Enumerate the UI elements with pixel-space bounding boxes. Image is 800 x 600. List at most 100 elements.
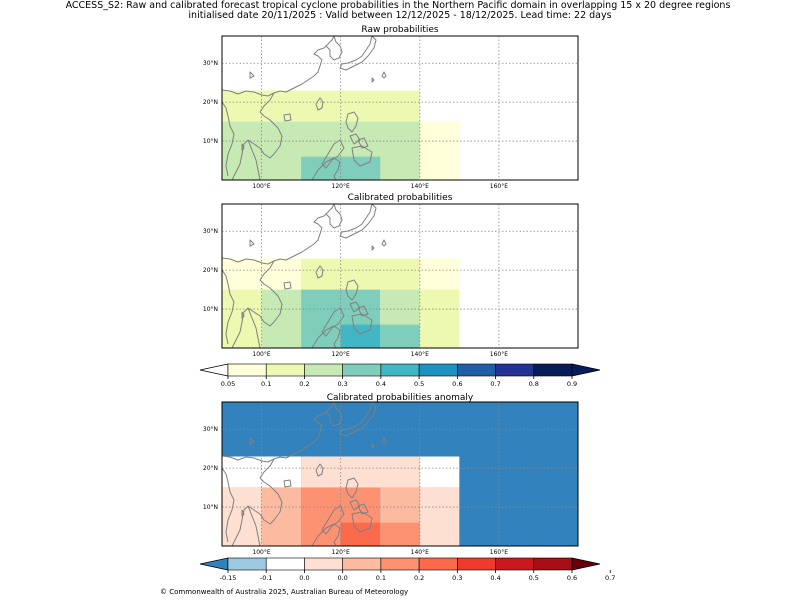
colorbar-segment	[265, 557, 305, 571]
colorbar-segment	[457, 557, 496, 571]
colorbar-segment	[342, 557, 382, 571]
colorbar-segment	[227, 363, 267, 377]
colorbar-tick-label: 0.6	[567, 574, 577, 582]
panel-raw-probabilities: Raw probabilities 100°E 120°E 140°E 160°E10…	[203, 25, 579, 190]
probability-cell	[301, 456, 420, 488]
probability-cell	[222, 487, 262, 546]
probability-cell	[301, 258, 420, 290]
axis-labels-raw: 100°E 120°E 140°E 160°E 10°N 20°N 30°N	[203, 60, 508, 190]
colorbar-tick-label: 0.2	[299, 380, 309, 388]
map-raw: 100°E 120°E 140°E 160°E 10°N 20°N 30°N	[203, 35, 579, 190]
probability-cell	[419, 456, 460, 488]
colorbar-segment	[304, 363, 343, 377]
colorbar-segment	[380, 363, 420, 377]
colorbar-under-arrow	[199, 363, 229, 377]
probability-cell	[380, 324, 420, 348]
colorbar-segment	[380, 557, 420, 571]
probability-cell	[340, 522, 381, 546]
colorbar-segment	[227, 557, 267, 571]
figure-title-line-2: initialised date 20/11/2025 : Valid betw…	[188, 10, 611, 21]
x-tick-label: 120°E	[332, 183, 350, 190]
x-tick-label: 160°E	[490, 549, 508, 556]
colorbar-segment	[265, 363, 305, 377]
x-tick-label: 160°E	[490, 351, 508, 358]
colorbar-tick-label: 0.7	[490, 380, 500, 388]
colorbar-tick-label: 0.6	[452, 380, 462, 388]
map-frame-calibrated	[221, 203, 579, 349]
x-tick-label: 100°E	[252, 183, 270, 190]
x-tick-label: 140°E	[411, 549, 429, 556]
colorbar-over-arrow	[571, 557, 601, 571]
x-tick-label: 100°E	[252, 351, 270, 358]
colorbar-tick-label: 0.05	[221, 380, 235, 388]
colorbar-tick-label: 0.1	[261, 380, 271, 388]
colorbar-tick-label: 0.8	[529, 380, 539, 388]
panel-title-anomaly: Calibrated probabilities anomaly	[327, 393, 474, 403]
colorbar-probability: 0.05 0.1 0.2 0.3 0.4 0.5 0.6 0.7 0.8 0.9	[199, 363, 601, 388]
probability-cell	[340, 324, 381, 348]
x-tick-label: 100°E	[252, 549, 270, 556]
graticule-calibrated	[222, 204, 578, 348]
colorbar-tick-label: 0.3	[337, 380, 347, 388]
map-calibrated: 100°E 120°E 140°E 160°E 10°N 20°N 30°N	[203, 203, 579, 358]
map-anomaly: 100°E 120°E 140°E 160°E 10°N 20°N 30°N	[203, 401, 579, 556]
colorbar-tick-label: 0.1	[376, 574, 386, 582]
y-tick-label: 20°N	[203, 267, 218, 274]
colorbar-segment	[533, 557, 573, 571]
colorbar-tick-label: 0.5	[414, 380, 424, 388]
map-frame-raw	[221, 35, 579, 181]
colorbar-segment	[418, 557, 458, 571]
x-tick-label: 120°E	[332, 549, 350, 556]
y-tick-label: 20°N	[203, 465, 218, 472]
panel-title-raw: Raw probabilities	[361, 25, 439, 35]
colorbar-anomaly: -0.15 -0.1 0.0 0.0 0.1 0.2 0.3 0.4 0.5 0.6 0.7	[199, 557, 615, 582]
probability-cell	[380, 522, 420, 546]
y-tick-label: 10°N	[203, 306, 218, 313]
probability-cell	[419, 121, 460, 180]
graticule-anomaly	[222, 402, 578, 546]
colorbar-segment	[495, 363, 535, 377]
colorbar-tick-label: 0.5	[529, 574, 539, 582]
probability-cell	[419, 289, 460, 348]
x-tick-label: 160°E	[490, 183, 508, 190]
colorbar-tick-label: 0.0	[299, 574, 309, 582]
probability-cell	[261, 487, 302, 546]
x-tick-label: 140°E	[411, 183, 429, 190]
y-tick-label: 30°N	[203, 426, 218, 433]
x-tick-label: 140°E	[411, 351, 429, 358]
colorbar-under-arrow	[199, 557, 229, 571]
copyright-footer: © Commonwealth of Australia 2025, Austra…	[160, 588, 408, 596]
probability-cell	[222, 289, 262, 348]
y-tick-label: 30°N	[203, 60, 218, 67]
panel-calibrated-probabilities: Calibrated probabilities 100°E 120°E 140°E…	[203, 193, 579, 358]
y-tick-label: 10°N	[203, 504, 218, 511]
graticule-raw	[222, 36, 578, 180]
colorbar-tick-label: -0.15	[220, 574, 237, 582]
axis-labels-calibrated: 100°E 120°E 140°E 160°E 10°N 20°N 30°N	[203, 228, 508, 358]
colorbar-tick-label: 0.9	[567, 380, 577, 388]
y-tick-label: 20°N	[203, 99, 218, 106]
colorbar-tick-label: 0.2	[414, 574, 424, 582]
colorbar-segment	[495, 557, 535, 571]
panel-title-calibrated: Calibrated probabilities	[348, 193, 453, 203]
colorbar-tick-label: 0.3	[452, 574, 462, 582]
y-tick-label: 30°N	[203, 228, 218, 235]
y-tick-label: 10°N	[203, 138, 218, 145]
colorbar-segment	[533, 363, 573, 377]
colorbar-tick-label: 0.4	[490, 574, 500, 582]
x-tick-label: 120°E	[332, 351, 350, 358]
colorbar-over-arrow	[571, 363, 601, 377]
colorbar-tick-label: 0.0	[337, 574, 347, 582]
colorbar-tick-label: -0.1	[260, 574, 273, 582]
colorbar-segment	[304, 557, 343, 571]
colorbar-segment	[457, 363, 496, 377]
colorbar-segment	[418, 363, 458, 377]
probability-cell	[419, 487, 460, 546]
panel-anomaly: Calibrated probabilities anomaly 100°E 12…	[203, 393, 579, 556]
colorbar-segment	[342, 363, 382, 377]
probability-cell	[301, 156, 381, 180]
probability-cell	[261, 289, 302, 348]
axis-labels-anomaly: 100°E 120°E 140°E 160°E 10°N 20°N 30°N	[203, 426, 508, 556]
probability-cell	[222, 90, 420, 122]
